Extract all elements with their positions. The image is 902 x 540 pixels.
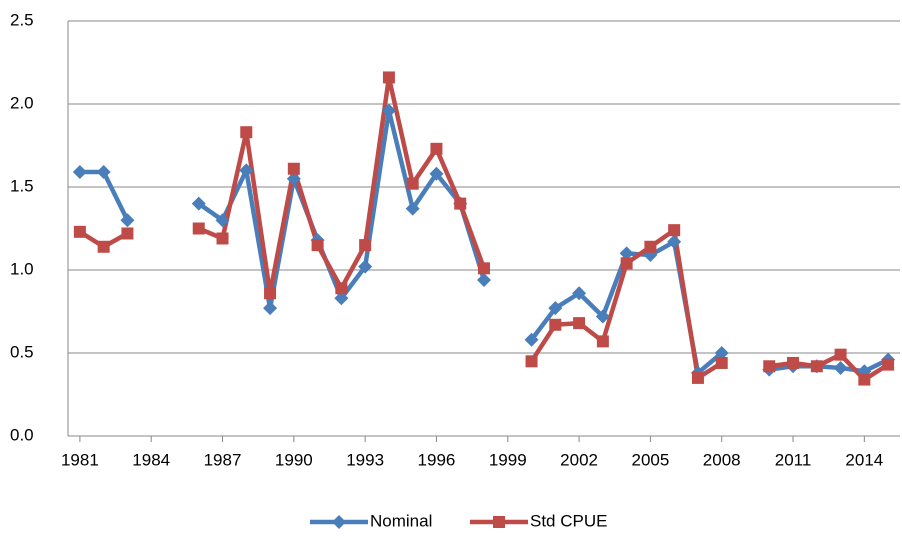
marker bbox=[493, 516, 505, 528]
marker bbox=[691, 371, 704, 384]
marker bbox=[191, 196, 206, 211]
x-tick-label: 2014 bbox=[845, 450, 883, 469]
marker bbox=[858, 373, 871, 386]
marker bbox=[787, 356, 800, 369]
marker bbox=[332, 515, 346, 529]
marker bbox=[287, 162, 300, 175]
marker bbox=[358, 259, 373, 274]
y-tick-label: 0.5 bbox=[10, 342, 34, 361]
x-tick-label: 2005 bbox=[631, 450, 669, 469]
y-tick-label: 2.0 bbox=[10, 93, 34, 112]
x-tick-label: 2011 bbox=[775, 450, 812, 469]
marker bbox=[382, 71, 395, 84]
y-tick-label: 0.0 bbox=[10, 425, 34, 444]
legend-label: Std CPUE bbox=[530, 511, 607, 530]
marker bbox=[454, 197, 467, 210]
x-tick-label: 1993 bbox=[346, 450, 384, 469]
x-tick-label: 1981 bbox=[61, 450, 99, 469]
marker bbox=[644, 240, 657, 253]
legend: Nominal Std CPUE bbox=[310, 511, 607, 530]
marker bbox=[406, 177, 419, 190]
marker bbox=[381, 103, 396, 118]
marker bbox=[240, 126, 253, 139]
marker bbox=[668, 224, 681, 237]
marker bbox=[359, 239, 372, 252]
series-line bbox=[79, 108, 890, 376]
marker bbox=[810, 360, 823, 373]
x-tick-label: 1996 bbox=[418, 450, 456, 469]
y-tick-label: 1.0 bbox=[10, 259, 34, 278]
marker bbox=[216, 232, 229, 245]
marker bbox=[572, 286, 587, 301]
marker bbox=[882, 358, 895, 371]
marker bbox=[286, 171, 301, 186]
legend-label: Nominal bbox=[370, 511, 432, 530]
marker bbox=[121, 227, 134, 240]
x-tick-label: 1999 bbox=[489, 450, 527, 469]
marker bbox=[120, 213, 135, 228]
marker bbox=[834, 348, 847, 361]
marker bbox=[334, 291, 349, 306]
x-tick-label: 1987 bbox=[204, 450, 242, 469]
marker bbox=[715, 356, 728, 369]
marker bbox=[667, 234, 682, 249]
marker bbox=[619, 246, 634, 261]
marker bbox=[478, 262, 490, 275]
marker bbox=[97, 240, 110, 253]
marker bbox=[524, 332, 539, 347]
marker bbox=[833, 360, 848, 375]
x-tick-label: 1990 bbox=[275, 450, 313, 469]
marker bbox=[477, 272, 491, 287]
marker bbox=[429, 166, 444, 181]
marker bbox=[263, 301, 278, 316]
x-tick-label: 2008 bbox=[703, 450, 741, 469]
marker bbox=[525, 355, 538, 368]
marker bbox=[620, 257, 633, 270]
marker bbox=[311, 239, 324, 252]
y-tick-label: 2.5 bbox=[10, 10, 34, 29]
y-tick-label: 1.5 bbox=[10, 176, 34, 195]
marker bbox=[264, 287, 277, 300]
marker bbox=[215, 213, 230, 228]
marker bbox=[549, 318, 562, 331]
marker bbox=[763, 360, 776, 373]
marker bbox=[73, 225, 86, 238]
marker bbox=[192, 222, 205, 235]
x-tick-label: 2002 bbox=[560, 450, 598, 469]
marker bbox=[714, 346, 729, 360]
marker bbox=[548, 301, 563, 316]
marker bbox=[595, 309, 610, 324]
marker bbox=[405, 201, 420, 216]
marker bbox=[596, 335, 609, 348]
x-tick-label: 1984 bbox=[132, 450, 170, 469]
marker bbox=[72, 165, 87, 180]
marker bbox=[573, 317, 586, 330]
marker bbox=[239, 163, 254, 178]
marker bbox=[430, 142, 443, 155]
marker bbox=[96, 165, 111, 180]
marker bbox=[335, 282, 348, 295]
